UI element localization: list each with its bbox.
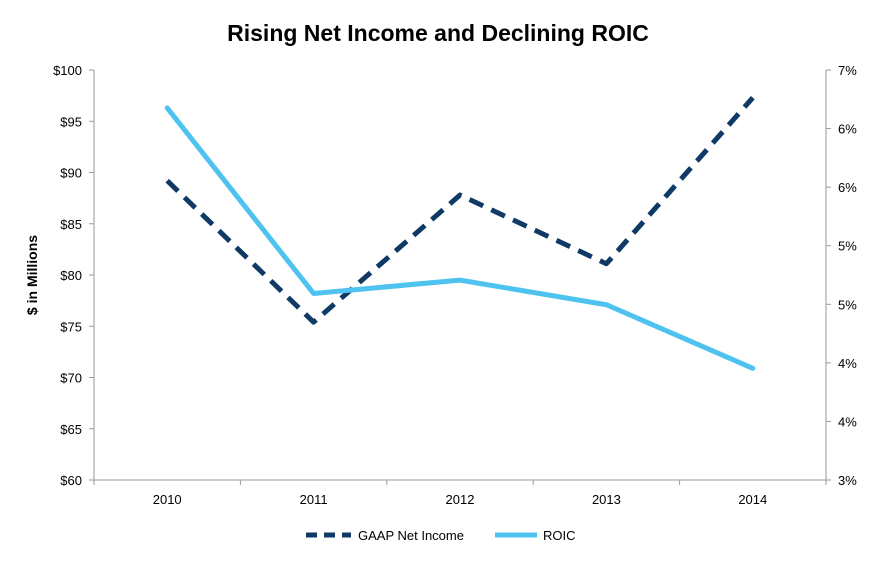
left-axis-ticks: $60 $65 $70 $75 $80 $85 $90 $95 $100 [53,63,94,488]
series-layer [164,96,756,371]
left-tick-label: $95 [60,114,82,129]
left-tick-label: $100 [53,63,82,78]
left-tick-label: $90 [60,166,82,181]
right-tick-label: 5% [838,297,857,312]
right-tick-label: 5% [838,239,857,254]
legend-label-roic: ROIC [543,528,576,543]
right-tick-label: 7% [838,63,857,78]
series-line-roic [164,105,756,371]
right-axis-ticks: 3% 4% 4% 5% 5% 6% 6% 7% [826,63,857,488]
right-tick-label: 6% [838,180,857,195]
legend: GAAP Net Income ROIC [306,528,576,543]
x-tick-label: 2014 [738,492,767,507]
left-tick-label: $80 [60,268,82,283]
right-tick-label: 3% [838,473,857,488]
left-tick-label: $60 [60,473,82,488]
series-line-gaap-net-income [165,96,755,325]
x-tick-label: 2011 [300,492,328,507]
right-tick-label: 4% [838,414,857,429]
x-axis-ticks: 2010 2011 2012 2013 2014 [93,480,827,507]
left-tick-label: $65 [60,422,82,437]
left-tick-label: $75 [60,319,82,334]
plot-frame [93,70,827,481]
legend-item-roic: ROIC [495,528,576,543]
legend-label-gaap-net-income: GAAP Net Income [358,528,464,543]
chart-title: Rising Net Income and Declining ROIC [227,20,649,46]
x-tick-label: 2013 [592,492,621,507]
right-tick-label: 6% [838,122,857,137]
y-axis-label: $ in Millions [24,235,40,315]
left-tick-label: $70 [60,371,82,386]
x-tick-label: 2012 [446,492,475,507]
legend-item-gaap-net-income: GAAP Net Income [306,528,464,543]
left-tick-label: $85 [60,217,82,232]
right-tick-label: 4% [838,356,857,371]
x-tick-label: 2010 [153,492,182,507]
